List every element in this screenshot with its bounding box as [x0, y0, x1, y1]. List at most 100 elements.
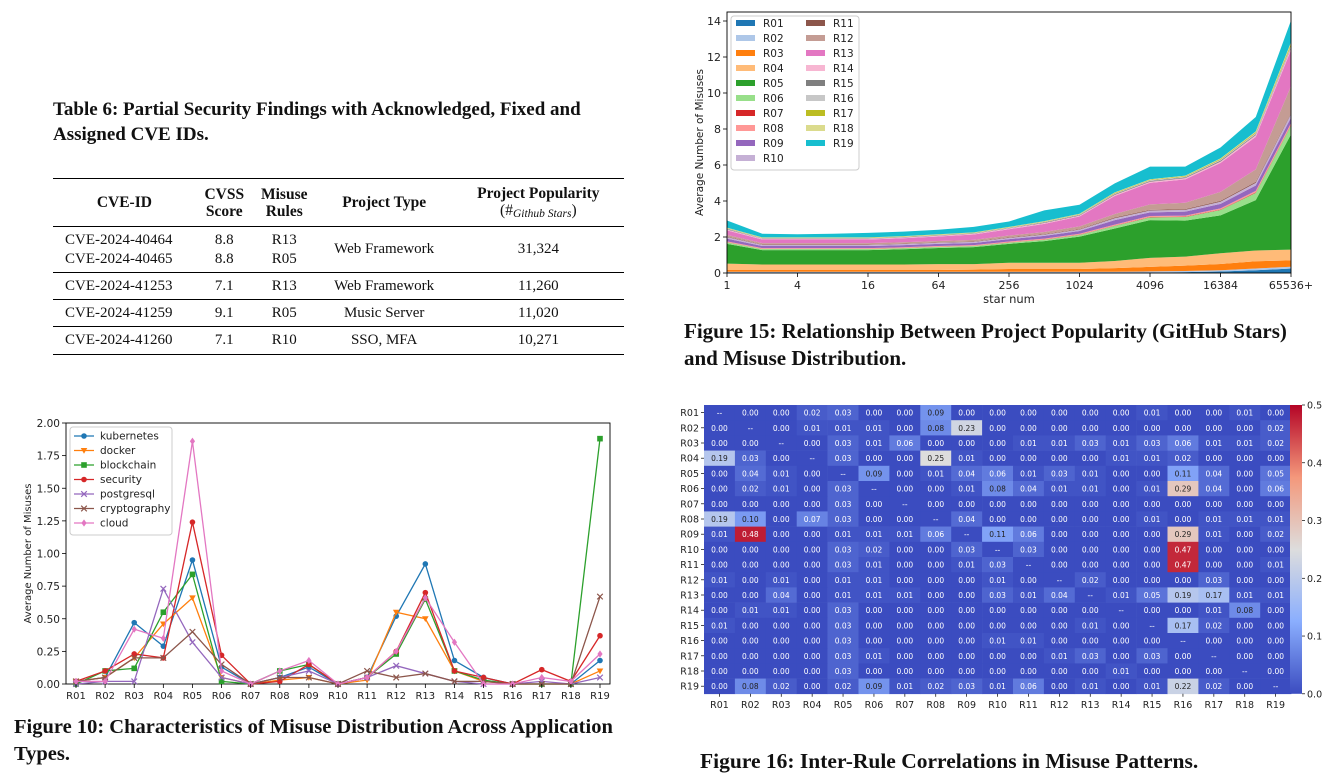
row-label-R03: R03	[680, 439, 699, 450]
heatmap-value-R18-R03: 0.00	[773, 667, 790, 676]
heatmap-cell-R02-R16	[1167, 420, 1199, 436]
heatmap-value-R19-R17: 0.02	[1205, 682, 1222, 691]
heatmap-cell-R11-R09	[951, 557, 983, 573]
heatmap-value-R13-R14: 0.01	[1113, 591, 1130, 600]
heatmap-cell-R10-R06	[858, 541, 890, 558]
heatmap-value-R17-R07: 0.00	[896, 652, 913, 661]
heatmap-value-R03-R07: 0.06	[896, 439, 913, 448]
heatmap-cell-R08-R18	[1229, 511, 1261, 527]
heatmap-value-R14-R12: 0.00	[1051, 606, 1068, 615]
heatmap-value-R17-R12: 0.01	[1051, 652, 1068, 661]
x-tick-label: R04	[153, 691, 173, 702]
heatmap-cell-R17-R16	[1167, 648, 1199, 664]
heatmap-value-R09-R17: 0.01	[1205, 530, 1222, 539]
heatmap-value-R17-R19: 0.00	[1267, 652, 1284, 661]
heatmap-value-R10-R09: 0.03	[958, 545, 975, 554]
heatmap-value-R18-R18: --	[1242, 667, 1248, 676]
heatmap-value-R17-R05: 0.03	[835, 652, 852, 661]
heatmap-value-R18-R07: 0.00	[896, 667, 913, 676]
heatmap-cell-R05-R18	[1229, 465, 1261, 482]
heatmap-cell-R02-R13	[1074, 420, 1106, 436]
point-cloud-R08	[277, 667, 283, 675]
x-tick-label: R12	[386, 691, 406, 702]
heatmap-cell-R03-R19	[1260, 435, 1292, 451]
heatmap-cell-R08-R03	[765, 511, 797, 527]
heatmap-cell-R07-R01	[704, 496, 736, 512]
heatmap-cell-R06-R16	[1167, 481, 1199, 497]
heatmap-value-R12-R17: 0.03	[1205, 576, 1222, 585]
heatmap-cell-R19-R03	[765, 678, 797, 695]
col-label-R13: R13	[1081, 700, 1100, 711]
heatmap-cell-R06-R04	[796, 481, 828, 497]
heatmap-cell-R02-R10	[982, 420, 1014, 436]
heatmap-cell-R11-R07	[889, 557, 921, 573]
heatmap-cell-R07-R18	[1229, 496, 1261, 512]
heatmap-value-R07-R14: 0.00	[1113, 500, 1130, 509]
heatmap-cell-R18-R03	[765, 663, 797, 679]
point-cryptography-R19	[596, 593, 604, 600]
heatmap-value-R18-R15: 0.00	[1144, 667, 1161, 676]
heatmap-value-R19-R16: 0.22	[1175, 682, 1192, 691]
heatmap-value-R03-R11: 0.01	[1020, 439, 1037, 448]
heatmap-cell-R10-R01	[704, 541, 736, 558]
point-cryptography-R11	[363, 667, 371, 675]
heatmap-value-R14-R08: 0.00	[927, 606, 944, 615]
heatmap-cell-R17-R19	[1260, 648, 1292, 664]
heatmap-value-R09-R03: 0.00	[773, 530, 790, 539]
legend-label-R14: R14	[833, 63, 854, 75]
heatmap-cell-R04-R15	[1136, 450, 1168, 467]
legend-label-R02: R02	[763, 33, 784, 45]
heatmap-value-R03-R02: 0.00	[742, 439, 759, 448]
heatmap-value-R15-R17: 0.02	[1205, 621, 1222, 630]
heatmap-value-R05-R12: 0.03	[1051, 469, 1068, 478]
heatmap-cell-R09-R16	[1167, 526, 1199, 543]
heatmap-value-R03-R19: 0.02	[1267, 439, 1284, 448]
figure-10-caption: Figure 10: Characteristics of Misuse Dis…	[14, 716, 613, 765]
heatmap-value-R02-R09: 0.23	[958, 424, 975, 433]
heatmap-value-R01-R16: 0.00	[1175, 409, 1192, 418]
heatmap-cell-R01-R10	[982, 405, 1014, 421]
heatmap-value-R18-R06: 0.00	[866, 667, 883, 676]
cell-rule: R13 R05	[253, 227, 316, 273]
heatmap-value-R02-R16: 0.00	[1175, 424, 1192, 433]
x-tick-label: R16	[503, 691, 523, 702]
heatmap-value-R01-R03: 0.00	[773, 409, 790, 418]
heatmap-cell-R17-R17	[1198, 648, 1230, 664]
heatmap-cell-R10-R19	[1260, 541, 1292, 558]
colorbar-tick-label: 0.5	[1307, 401, 1322, 412]
y-tick-label: 0.50	[37, 614, 60, 626]
heatmap-cell-R11-R19	[1260, 557, 1292, 573]
heatmap-cell-R07-R17	[1198, 496, 1230, 512]
legend-swatch-R14	[806, 65, 825, 71]
row-label-R18: R18	[680, 667, 699, 678]
cell-rule: R05	[271, 305, 297, 322]
heatmap-value-R14-R09: 0.00	[958, 606, 975, 615]
heatmap-cell-R13-R10	[982, 587, 1014, 603]
legend-label-R08: R08	[763, 123, 784, 135]
heatmap-cell-R15-R14	[1105, 617, 1137, 634]
heatmap-value-R05-R02: 0.04	[742, 469, 759, 478]
point-blockchain-R04	[160, 609, 167, 616]
heatmap-value-R10-R05: 0.03	[835, 545, 852, 554]
legend-label-R18: R18	[833, 123, 854, 135]
heatmap-cell-R08-R13	[1074, 511, 1106, 527]
heatmap-cell-R10-R08	[920, 541, 952, 558]
heatmap-value-R12-R03: 0.01	[773, 576, 790, 585]
heatmap-cell-R09-R14	[1105, 526, 1137, 543]
heatmap-cell-R15-R05	[827, 617, 859, 634]
heatmap-value-R11-R03: 0.00	[773, 561, 790, 570]
heatmap-cell-R04-R06	[858, 450, 890, 467]
heatmap-cell-R16-R17	[1198, 633, 1230, 649]
heatmap-cell-R01-R02	[734, 405, 767, 421]
heatmap-cell-R15-R03	[765, 617, 797, 634]
heatmap-cell-R05-R07	[889, 465, 921, 482]
heatmap-cell-R15-R07	[889, 617, 921, 634]
heatmap-cell-R14-R05	[827, 602, 859, 619]
heatmap-value-R13-R09: 0.00	[958, 591, 975, 600]
point-security-R03	[131, 651, 138, 657]
heatmap-cell-R13-R06	[858, 587, 890, 603]
x-tick-label: 256	[999, 279, 1020, 292]
area-series-R02	[727, 266, 1291, 273]
heatmap-cell-R17-R02	[734, 648, 767, 664]
heatmap-value-R03-R04: 0.00	[804, 439, 821, 448]
